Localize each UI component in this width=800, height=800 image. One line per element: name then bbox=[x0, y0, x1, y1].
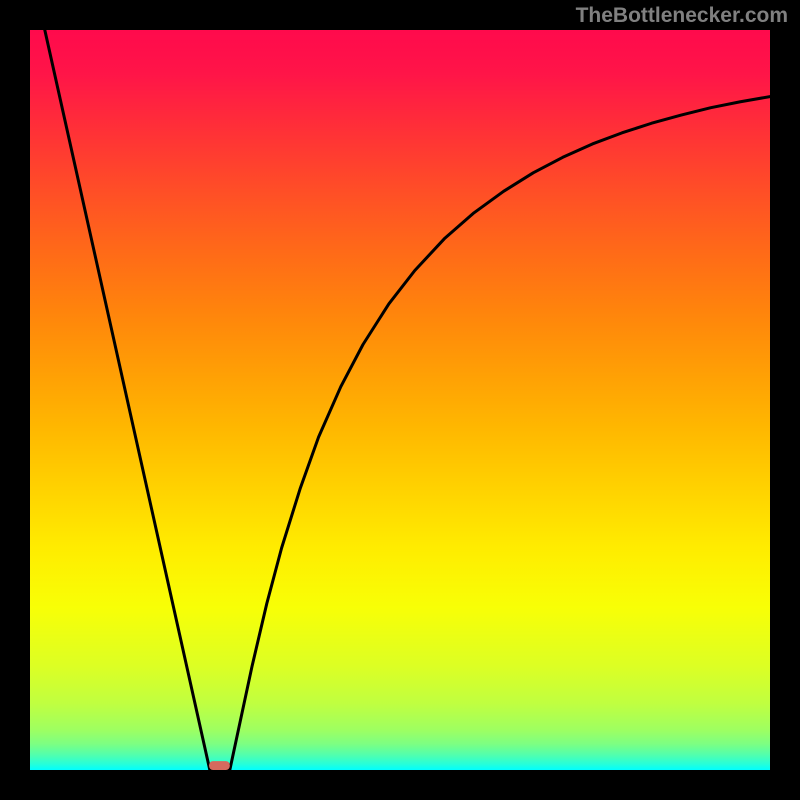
watermark-text: TheBottlenecker.com bbox=[576, 4, 788, 28]
optimal-marker bbox=[209, 761, 230, 770]
gradient-background bbox=[30, 30, 770, 770]
chart-frame: TheBottlenecker.com bbox=[0, 0, 800, 800]
bottleneck-chart bbox=[30, 30, 770, 770]
